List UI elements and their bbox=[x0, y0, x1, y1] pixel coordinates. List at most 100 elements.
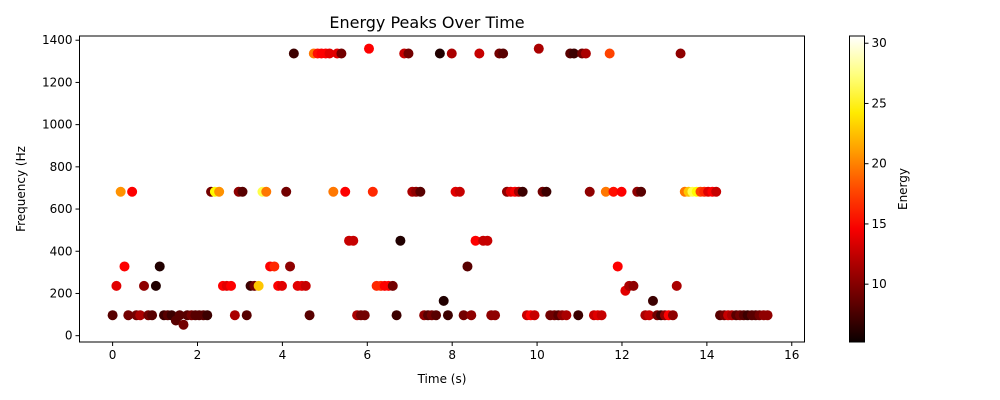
data-point bbox=[304, 310, 315, 321]
colorbar-tick-label: 30 bbox=[872, 36, 887, 50]
colorbar-tick-label: 25 bbox=[872, 96, 887, 110]
x-tick-label: 10 bbox=[529, 348, 544, 362]
data-point bbox=[470, 235, 481, 246]
data-point bbox=[288, 48, 299, 59]
data-point bbox=[281, 186, 292, 197]
data-point bbox=[241, 310, 252, 321]
data-point bbox=[229, 310, 240, 321]
data-point bbox=[762, 310, 773, 321]
data-point bbox=[115, 186, 126, 197]
data-point bbox=[253, 280, 264, 291]
data-point bbox=[363, 43, 374, 54]
data-point bbox=[604, 48, 615, 59]
data-point bbox=[596, 310, 607, 321]
y-axis: 0 200 400 600 800 1000 1200 1400 bbox=[42, 33, 80, 343]
data-point bbox=[135, 310, 146, 321]
data-point bbox=[226, 280, 237, 291]
data-point bbox=[675, 48, 686, 59]
data-point bbox=[580, 48, 591, 59]
y-tick-label: 600 bbox=[50, 202, 73, 216]
data-point bbox=[285, 261, 296, 272]
data-point bbox=[395, 235, 406, 246]
data-point bbox=[359, 310, 370, 321]
y-tick-label: 1200 bbox=[42, 75, 73, 89]
data-point bbox=[647, 295, 658, 306]
data-point bbox=[482, 235, 493, 246]
data-point bbox=[178, 319, 189, 330]
colorbar-tick-label: 15 bbox=[872, 217, 887, 231]
x-axis-label: Time (s) bbox=[417, 372, 467, 386]
data-point bbox=[123, 310, 134, 321]
colorbar bbox=[849, 35, 865, 343]
data-point bbox=[276, 280, 287, 291]
data-point bbox=[711, 186, 722, 197]
x-tick-label: 6 bbox=[363, 348, 371, 362]
data-point bbox=[214, 186, 225, 197]
data-point bbox=[127, 186, 138, 197]
data-point bbox=[391, 310, 402, 321]
x-axis: 0 2 4 6 8 10 12 14 16 bbox=[109, 342, 799, 362]
data-point bbox=[336, 48, 347, 59]
data-point bbox=[340, 186, 351, 197]
y-tick-label: 1400 bbox=[42, 33, 73, 47]
data-point bbox=[403, 48, 414, 59]
data-point bbox=[269, 261, 280, 272]
data-point bbox=[671, 280, 682, 291]
data-point bbox=[237, 186, 248, 197]
colorbar-tick-label: 20 bbox=[872, 157, 887, 171]
data-point bbox=[446, 48, 457, 59]
data-point bbox=[147, 310, 158, 321]
x-tick-label: 0 bbox=[109, 348, 117, 362]
data-point bbox=[490, 310, 501, 321]
x-tick-label: 4 bbox=[279, 348, 287, 362]
data-point bbox=[438, 295, 449, 306]
x-tick-label: 2 bbox=[194, 348, 202, 362]
y-tick-label: 0 bbox=[65, 329, 73, 343]
data-point bbox=[154, 261, 165, 272]
data-point bbox=[415, 186, 426, 197]
data-point bbox=[434, 48, 445, 59]
data-point bbox=[600, 186, 611, 197]
data-point bbox=[261, 186, 272, 197]
data-point bbox=[348, 235, 359, 246]
data-point bbox=[462, 261, 473, 272]
chart-title: Energy Peaks Over Time bbox=[329, 13, 524, 32]
data-point bbox=[328, 186, 339, 197]
data-point bbox=[442, 310, 453, 321]
data-point bbox=[150, 280, 161, 291]
data-point bbox=[644, 310, 655, 321]
data-point bbox=[517, 186, 528, 197]
data-point bbox=[466, 310, 477, 321]
data-point bbox=[636, 186, 647, 197]
data-points bbox=[107, 43, 773, 330]
data-point bbox=[300, 280, 311, 291]
x-tick-label: 8 bbox=[448, 348, 456, 362]
data-point bbox=[107, 310, 118, 321]
x-tick-label: 14 bbox=[699, 348, 714, 362]
data-point bbox=[139, 280, 150, 291]
x-tick-label: 16 bbox=[784, 348, 799, 362]
data-point bbox=[561, 310, 572, 321]
data-point bbox=[612, 261, 623, 272]
y-tick-label: 800 bbox=[50, 160, 73, 174]
data-point bbox=[616, 186, 627, 197]
colorbar-tick-label: 10 bbox=[872, 277, 887, 291]
y-tick-label: 1000 bbox=[42, 118, 73, 132]
data-point bbox=[584, 186, 595, 197]
data-point bbox=[454, 186, 465, 197]
data-point bbox=[667, 310, 678, 321]
colorbar-label: Energy bbox=[896, 168, 910, 210]
data-point bbox=[458, 310, 469, 321]
data-point bbox=[202, 310, 213, 321]
data-point bbox=[431, 310, 442, 321]
data-point bbox=[573, 310, 584, 321]
data-point bbox=[474, 48, 485, 59]
data-point bbox=[174, 310, 185, 321]
data-point bbox=[498, 48, 509, 59]
data-point bbox=[367, 186, 378, 197]
colorbar-axis: 10 15 20 25 30 bbox=[864, 36, 887, 291]
data-point bbox=[608, 186, 619, 197]
data-point bbox=[529, 310, 540, 321]
